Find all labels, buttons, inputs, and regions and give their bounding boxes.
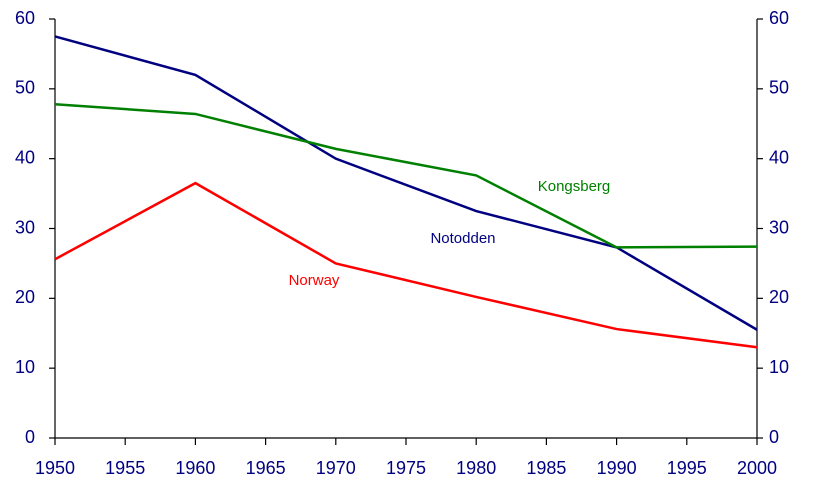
- y2-tick-label: 0: [769, 427, 779, 447]
- y-tick-label: 20: [15, 287, 35, 307]
- y2-tick-label: 60: [769, 8, 789, 28]
- x-tick-label: 1955: [105, 458, 145, 478]
- y-tick-label: 50: [15, 78, 35, 98]
- y2-tick-label: 10: [769, 357, 789, 377]
- x-tick-label: 1995: [667, 458, 707, 478]
- series-line: [54, 102, 758, 249]
- y-tick-label: 60: [15, 8, 35, 28]
- y-tick-label: 30: [15, 217, 35, 237]
- x-tick-label: 1950: [35, 458, 75, 478]
- series-line: [54, 35, 758, 331]
- series-label: Norway: [289, 272, 340, 289]
- y-tick-label: 0: [25, 427, 35, 447]
- series-label: Notodden: [430, 230, 495, 247]
- y-tick-label: 40: [15, 147, 35, 167]
- y2-tick-label: 20: [769, 287, 789, 307]
- x-tick-label: 2000: [737, 458, 777, 478]
- x-tick-label: 1965: [246, 458, 286, 478]
- x-tick-label: 1975: [386, 458, 426, 478]
- y2-tick-label: 50: [769, 78, 789, 98]
- y2-tick-label: 30: [769, 217, 789, 237]
- x-tick-label: 1985: [526, 458, 566, 478]
- y2-tick-label: 40: [769, 147, 789, 167]
- y-tick-label: 10: [15, 357, 35, 377]
- x-tick-label: 1980: [456, 458, 496, 478]
- x-tick-label: 1970: [316, 458, 356, 478]
- x-tick-label: 1990: [597, 458, 637, 478]
- series-line: [54, 181, 758, 349]
- x-tick-label: 1960: [175, 458, 215, 478]
- series-label: Kongsberg: [538, 178, 611, 195]
